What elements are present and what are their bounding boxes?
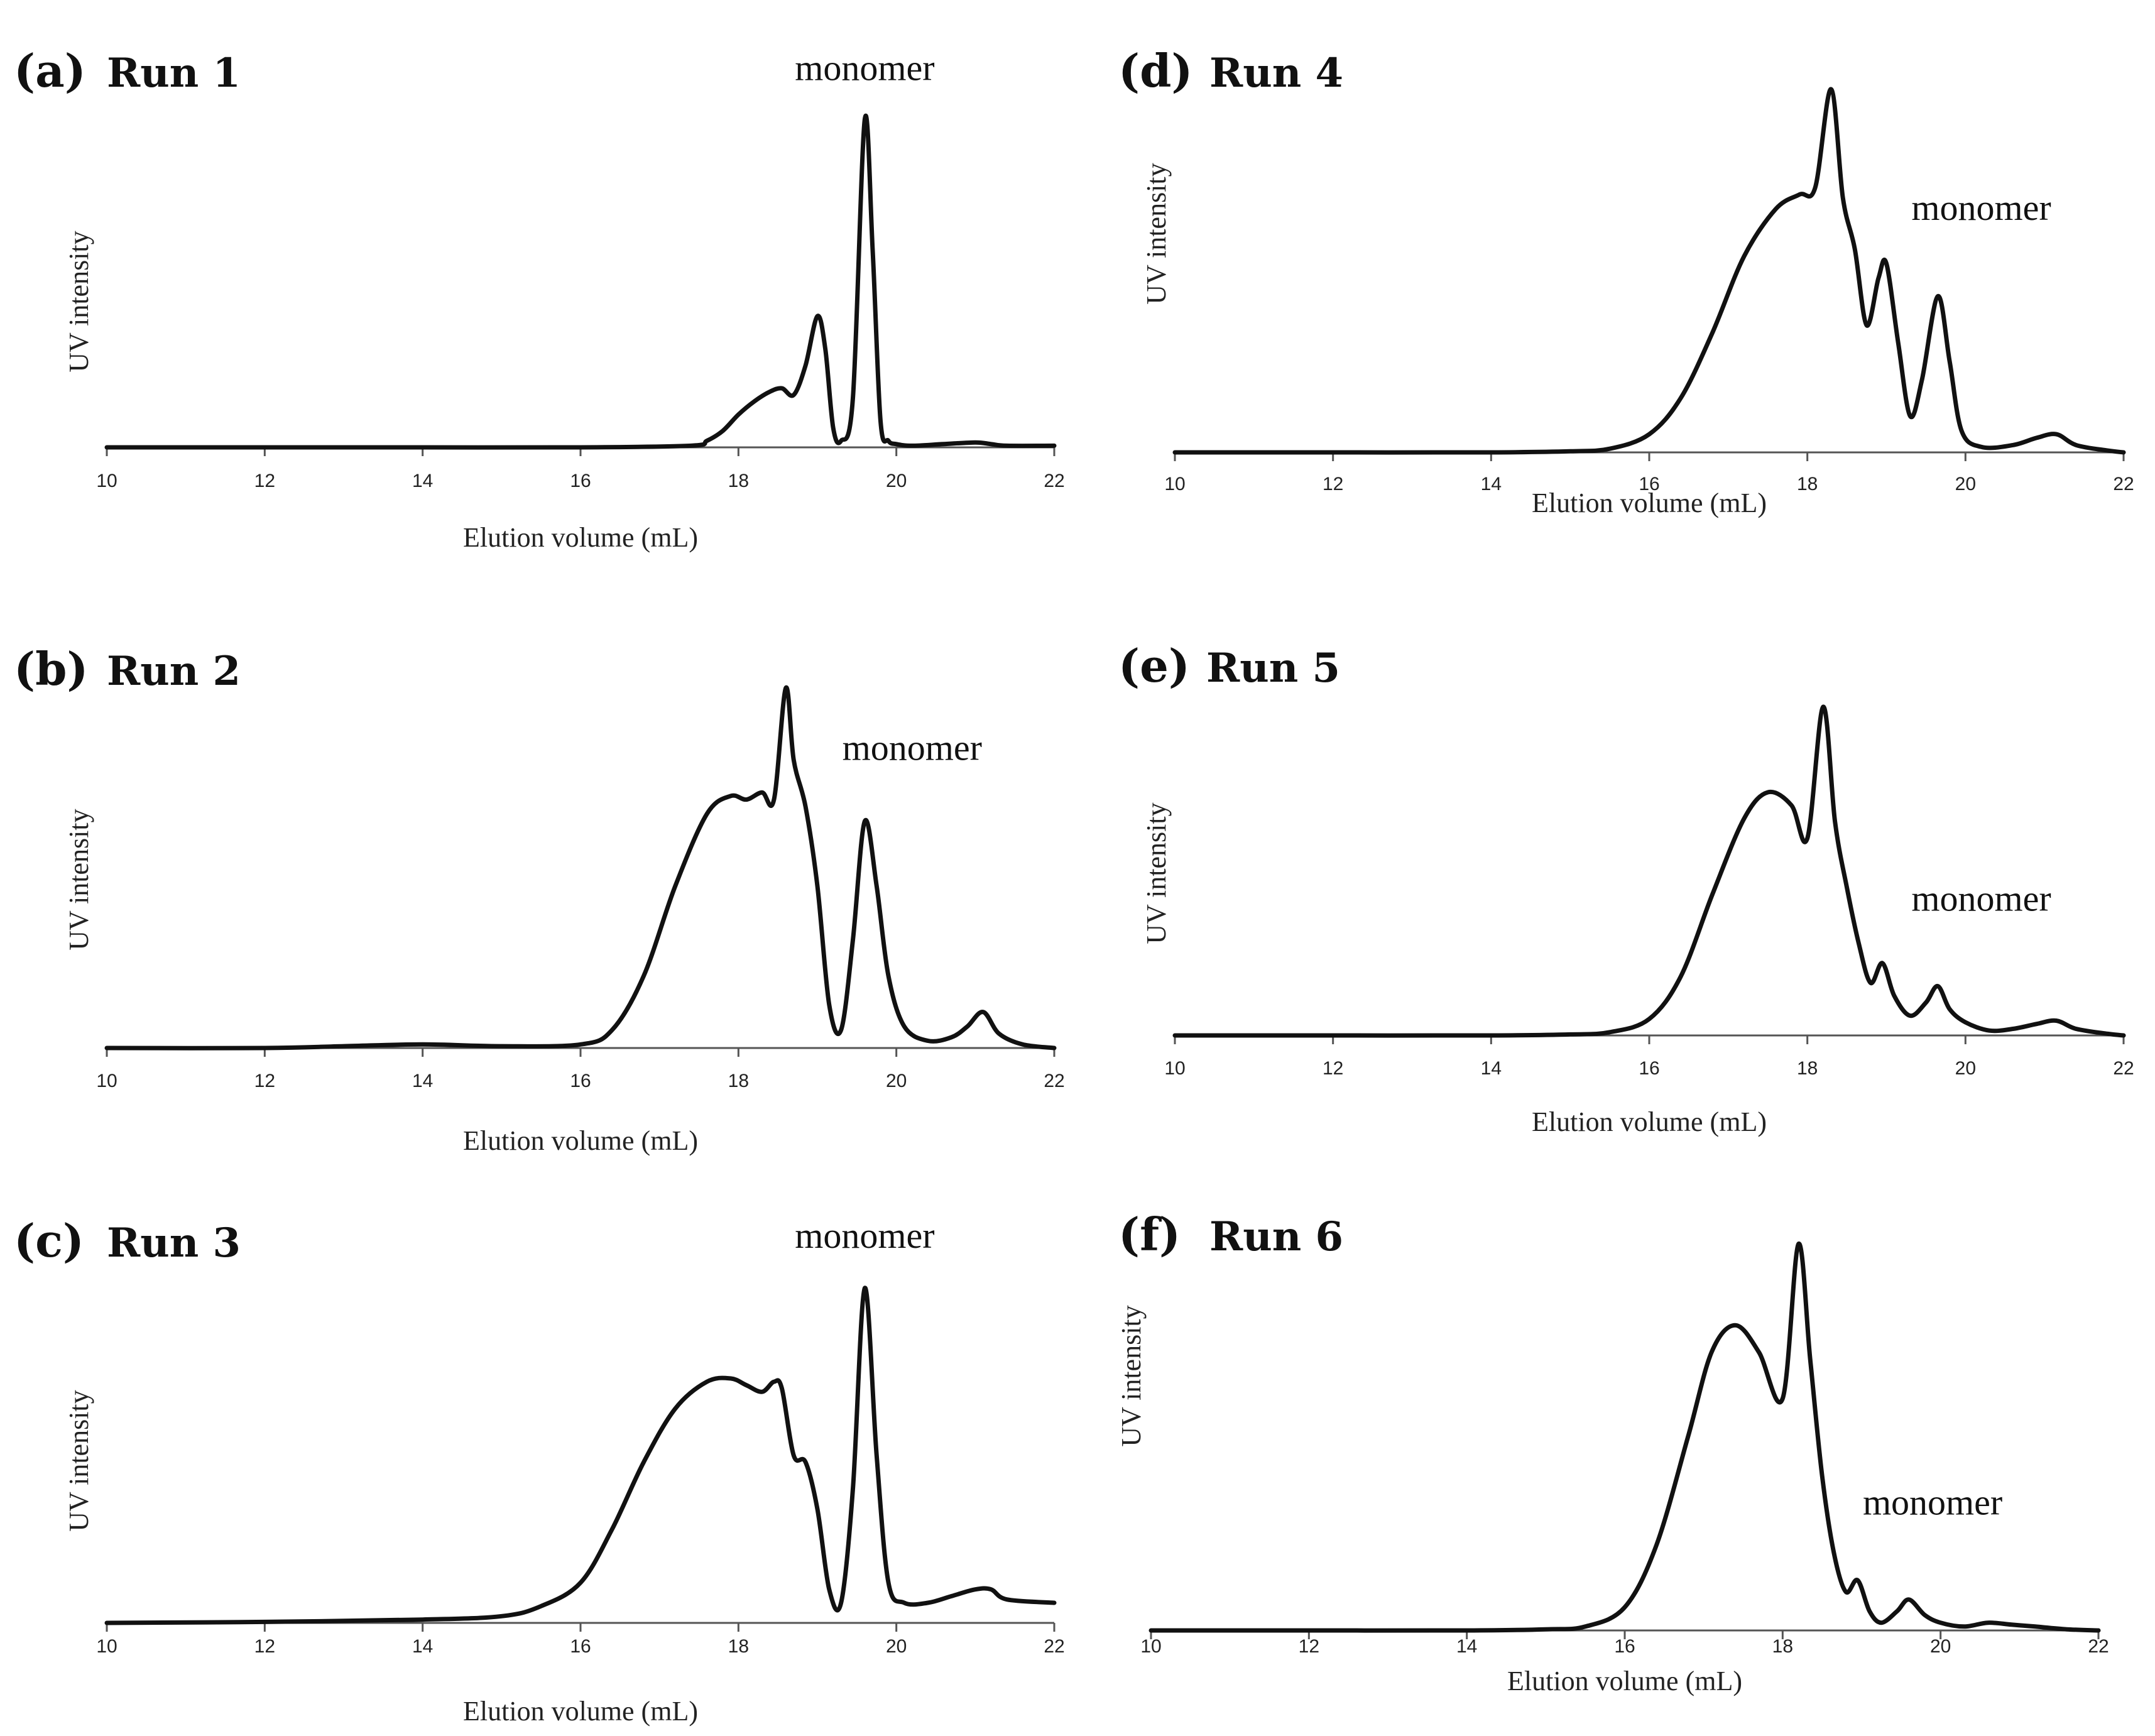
x-tick-label: 20 [1955,474,1976,494]
x-tick-label: 18 [1797,1058,1818,1079]
x-tick-label: 12 [1299,1636,1319,1657]
chart-title: Run 5 [1206,645,1340,692]
y-axis-label: UV intensity [1141,163,1172,304]
x-tick-label: 10 [96,471,117,491]
x-tick-label: 20 [1955,1058,1976,1079]
x-tick-label: 14 [412,471,433,491]
x-tick-label: 14 [1456,1636,1477,1657]
x-tick-label: 20 [886,471,907,491]
panel-f: (f) Run 6 10 12 14 16 18 20 22 Elution volume (mL… [1116,1208,2109,1696]
panel-letter: (e) [1118,639,1190,692]
x-tick-label: 18 [1797,474,1818,494]
y-axis-label: UV intensity [1116,1305,1147,1446]
monomer-annotation: monomer [795,47,934,88]
panel-letter: (b) [14,642,88,696]
x-tick-label: 10 [96,1636,117,1657]
x-tick-label: 16 [570,1636,591,1657]
series-line [104,685,1057,1051]
series-line [104,113,1057,450]
panel-a: (a) Run 1 10 12 14 16 18 20 22 Elution volume (mL… [14,44,1065,553]
series-line [1172,87,2126,455]
x-tick-label: 22 [2113,1058,2134,1079]
x-tick-label: 14 [1481,1058,1502,1079]
x-tick-label: 20 [886,1071,907,1091]
chart-title: Run 3 [107,1220,241,1267]
x-tick-label: 16 [570,471,591,491]
panel-letter: (f) [1118,1208,1181,1261]
x-tick-label: 18 [728,1636,749,1657]
chart-title: Run 6 [1209,1213,1343,1260]
x-tick-label: 14 [1481,474,1502,494]
x-axis-label: Elution volume (mL) [463,1696,698,1727]
panel-e: (e) Run 5 10 12 14 16 18 20 22 Elution volume (mL… [1118,639,2134,1137]
x-tick-label: 16 [1614,1636,1635,1657]
chart-title: Run 1 [107,50,241,97]
chart-title: Run 2 [107,648,241,695]
monomer-annotation: monomer [1911,187,2051,228]
x-tick-label: 12 [254,1636,275,1657]
y-axis-label: UV intensity [63,1390,94,1531]
x-axis-label: Elution volume (mL) [463,1125,698,1156]
monomer-annotation: monomer [795,1215,934,1256]
x-tick-label: 14 [412,1071,433,1091]
x-axis-label: Elution volume (mL) [1532,488,1767,518]
x-tick-label: 22 [2088,1636,2109,1657]
x-axis-label: Elution volume (mL) [463,522,698,553]
x-tick-label: 10 [1140,1636,1161,1657]
series-line [1148,1242,2101,1633]
panel-letter: (c) [14,1214,84,1267]
x-tick-label: 22 [2113,474,2134,494]
x-tick-label: 10 [1164,474,1185,494]
x-tick-label: 18 [728,1071,749,1091]
x-tick-label: 18 [1772,1636,1793,1657]
x-tick-label: 10 [1164,1058,1185,1079]
x-tick-label: 12 [254,1071,275,1091]
x-tick-label: 16 [1639,474,1659,494]
monomer-annotation: monomer [843,728,982,768]
panel-letter: (d) [1118,44,1192,97]
series-line [104,1286,1057,1625]
x-tick-label: 22 [1044,471,1064,491]
x-tick-label: 12 [1323,1058,1343,1079]
panel-b: (b) Run 2 10 12 14 16 18 20 22 Elution volume (mL… [14,642,1065,1156]
chart-title: Run 4 [1209,50,1343,97]
panel-c: (c) Run 3 10 12 14 16 18 20 22 Elution volume (mL… [14,1214,1065,1727]
y-axis-label: UV intensity [63,809,94,950]
x-tick-label: 20 [1930,1636,1951,1657]
x-tick-label: 16 [1639,1058,1659,1079]
x-tick-label: 22 [1044,1636,1064,1657]
x-tick-label: 20 [886,1636,907,1657]
x-tick-label: 10 [96,1071,117,1091]
x-axis-label: Elution volume (mL) [1532,1106,1767,1137]
monomer-annotation: monomer [1863,1482,2002,1523]
x-tick-label: 12 [254,471,275,491]
x-axis-label: Elution volume (mL) [1507,1666,1742,1696]
x-tick-label: 14 [412,1636,433,1657]
x-tick-label: 22 [1044,1071,1064,1091]
y-axis-label: UV intensity [63,231,94,372]
panel-letter: (a) [14,44,86,97]
y-axis-label: UV intensity [1141,802,1172,944]
x-tick-label: 16 [570,1071,591,1091]
panel-d: (d) Run 4 10 12 14 16 18 20 22 Elution volume (mL… [1118,44,2134,518]
series-line [1172,704,2126,1038]
x-tick-label: 12 [1323,474,1343,494]
x-tick-label: 18 [728,471,749,491]
monomer-annotation: monomer [1911,878,2051,919]
